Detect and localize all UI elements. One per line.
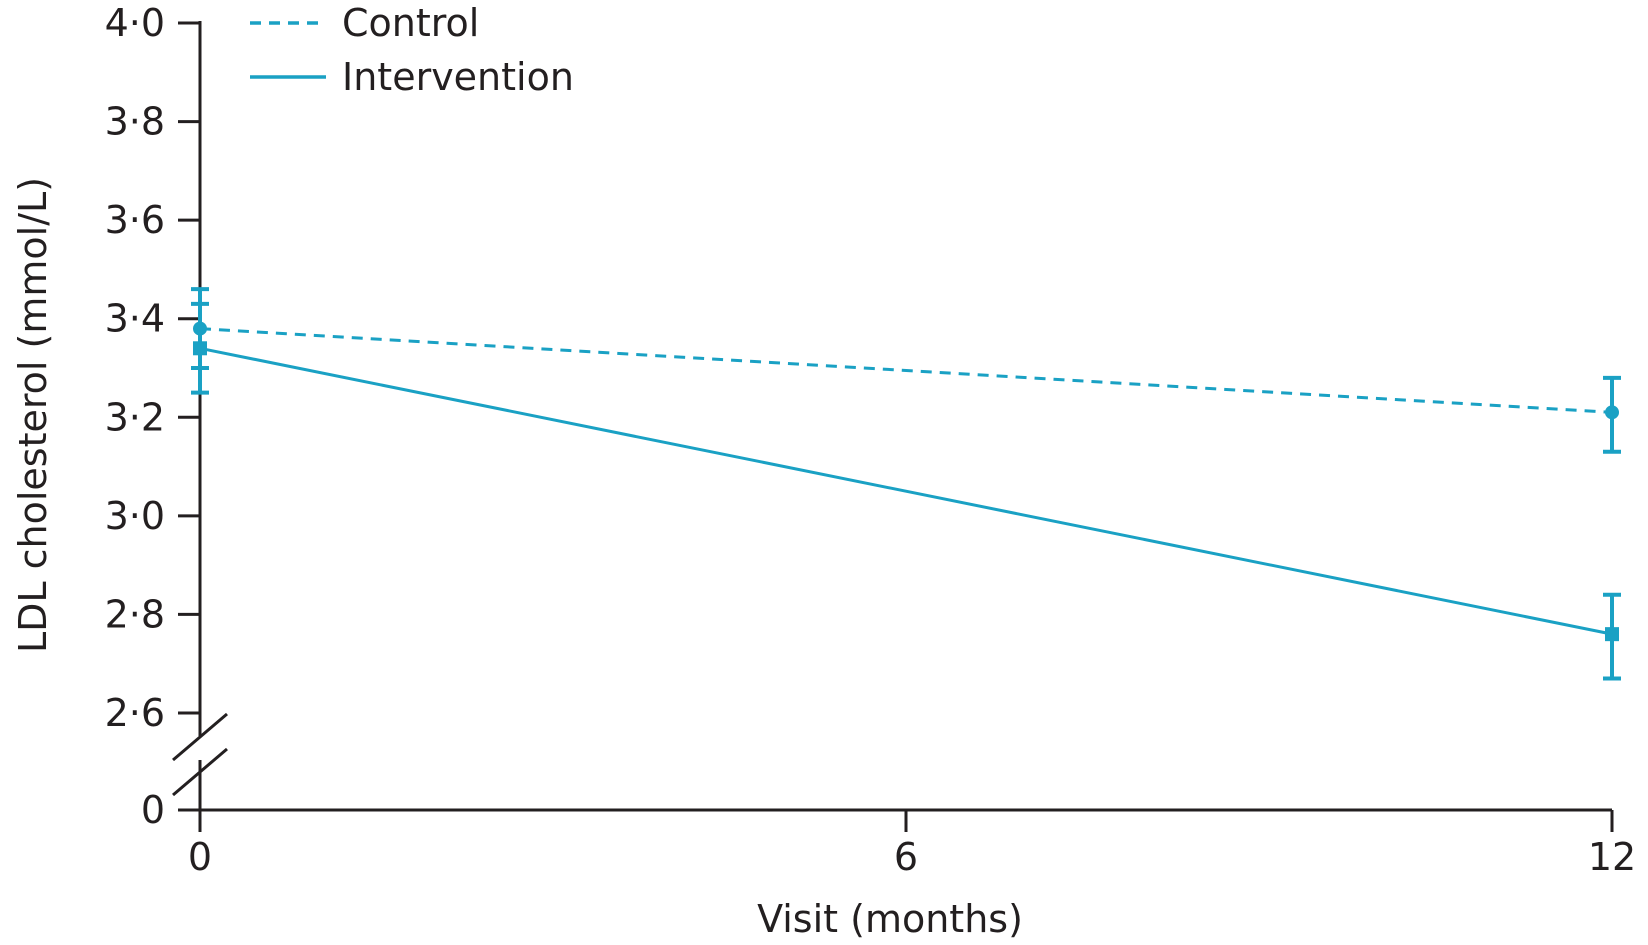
y-tick-label: 3·6 — [105, 198, 165, 242]
y-axis-break-mark — [172, 747, 228, 797]
data-point-control — [1605, 405, 1619, 420]
y-tick-label: 2·8 — [105, 592, 165, 636]
y-axis-break-mark — [172, 712, 228, 762]
y-tick-label: 3·2 — [105, 395, 165, 439]
series-line-intervention — [199, 346, 1613, 636]
x-tick-label: 12 — [1588, 835, 1636, 879]
y-tick-label: 3·8 — [105, 100, 165, 144]
y-tick-label: 3·0 — [105, 494, 165, 538]
y-axis-label: LDL cholesterol (mmol/L) — [11, 177, 55, 653]
legend-label-control: Control — [342, 1, 479, 45]
legend-label-intervention: Intervention — [342, 55, 574, 99]
x-axis-label: Visit (months) — [757, 897, 1023, 941]
y-tick-label: 3·4 — [105, 297, 165, 341]
y-tick-label: 2·6 — [105, 691, 165, 735]
y-tick-label: 0 — [141, 788, 165, 832]
data-point-intervention — [193, 341, 207, 356]
x-tick-label: 0 — [188, 835, 212, 879]
data-point-intervention — [1605, 627, 1619, 642]
x-tick-label: 6 — [894, 835, 918, 879]
y-tick-label: 4·0 — [105, 1, 165, 45]
series-line-control — [199, 327, 1613, 414]
